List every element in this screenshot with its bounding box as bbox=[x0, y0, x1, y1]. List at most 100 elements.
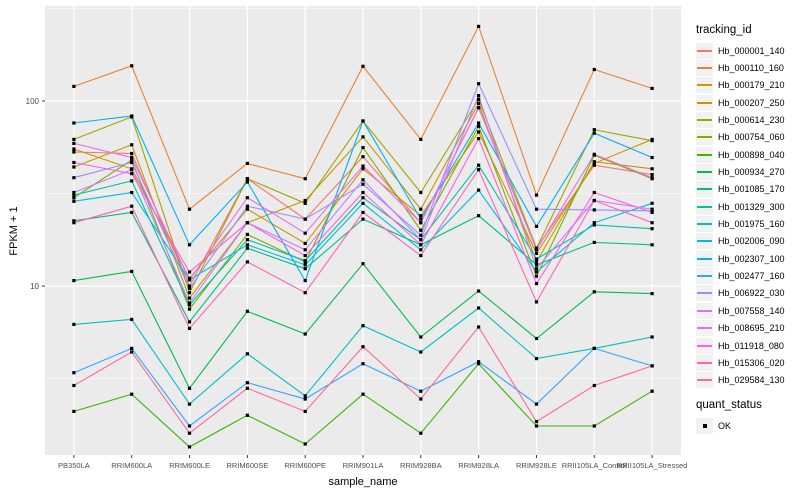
data-point bbox=[303, 248, 307, 252]
legend-item-label: Hb_001329_300 bbox=[718, 201, 785, 212]
legend-item: Hb_001085_170 bbox=[696, 181, 800, 198]
legend-item-label: Hb_000934_270 bbox=[718, 167, 785, 178]
data-point bbox=[534, 263, 539, 267]
data-point bbox=[361, 155, 365, 159]
data-point bbox=[419, 238, 423, 242]
data-point bbox=[303, 279, 307, 283]
x-tick-label: RRIM901LA bbox=[343, 461, 384, 470]
data-point bbox=[477, 130, 481, 134]
data-point bbox=[477, 106, 481, 110]
data-point bbox=[187, 296, 192, 300]
data-point bbox=[72, 190, 76, 195]
data-point bbox=[361, 135, 365, 139]
data-point bbox=[245, 180, 249, 184]
data-point bbox=[650, 155, 654, 160]
data-point bbox=[419, 190, 423, 195]
data-point bbox=[245, 243, 249, 247]
legend-key-swatch bbox=[696, 198, 713, 215]
legend-key-quant bbox=[696, 417, 713, 434]
data-point bbox=[187, 386, 192, 390]
legend-item: Hb_006922_030 bbox=[696, 285, 800, 302]
data-point bbox=[534, 257, 539, 261]
data-point bbox=[130, 151, 134, 156]
legend-title-quant-status: quant_status bbox=[696, 398, 762, 411]
legend-key-line-icon bbox=[697, 257, 712, 260]
data-point bbox=[72, 322, 76, 326]
data-point bbox=[477, 163, 481, 167]
legend-item-label: Hb_011918_080 bbox=[718, 340, 784, 351]
gridlines-vertical bbox=[73, 6, 653, 455]
data-point bbox=[245, 246, 249, 250]
legend-item-label: Hb_000898_040 bbox=[718, 149, 785, 160]
legend-item: Hb_015306_020 bbox=[696, 354, 800, 371]
data-point bbox=[245, 309, 249, 313]
data-point bbox=[361, 196, 365, 200]
legend-item-label: Hb_000001_140 bbox=[718, 45, 785, 56]
legend-key-swatch bbox=[696, 112, 713, 129]
data-point bbox=[245, 177, 249, 181]
x-tick-label: RRIM600LA bbox=[111, 461, 152, 470]
data-point bbox=[419, 243, 423, 247]
data-point bbox=[477, 360, 481, 364]
data-point bbox=[419, 350, 423, 354]
legend-key-swatch bbox=[696, 129, 713, 146]
legend-item: Hb_002006_090 bbox=[696, 233, 800, 250]
legend-key-line-icon bbox=[697, 361, 712, 364]
data-point bbox=[130, 269, 134, 273]
data-point bbox=[72, 409, 76, 413]
legend-key-line-icon bbox=[697, 171, 712, 174]
black-square-point-icon bbox=[702, 423, 707, 428]
legend-key-line-icon bbox=[697, 292, 712, 295]
legend-item-label: Hb_029584_130 bbox=[718, 375, 785, 386]
legend-item: Hb_011918_080 bbox=[696, 337, 800, 354]
legend-item: Hb_029584_130 bbox=[696, 372, 800, 389]
data-point bbox=[303, 291, 307, 295]
data-point bbox=[650, 207, 654, 211]
data-point bbox=[534, 420, 539, 424]
legend-key-swatch bbox=[696, 216, 713, 233]
data-point bbox=[187, 303, 192, 307]
data-point bbox=[187, 326, 192, 330]
legend-item-label: OK bbox=[718, 420, 732, 431]
legend-item: Hb_001329_300 bbox=[696, 198, 800, 215]
data-point bbox=[477, 289, 481, 293]
data-point bbox=[303, 259, 307, 263]
legend-item: Hb_000179_210 bbox=[696, 77, 800, 94]
data-point bbox=[245, 196, 249, 200]
data-point bbox=[592, 208, 596, 212]
legend-key-line-icon bbox=[697, 119, 712, 122]
axis-ticks bbox=[42, 100, 653, 458]
data-point bbox=[477, 124, 481, 128]
data-point bbox=[419, 397, 423, 401]
data-point bbox=[477, 168, 481, 172]
data-point bbox=[592, 221, 596, 225]
data-point bbox=[361, 167, 365, 171]
data-point bbox=[534, 248, 539, 252]
data-point bbox=[650, 227, 654, 231]
data-point bbox=[419, 207, 423, 211]
data-point bbox=[130, 143, 134, 147]
data-point bbox=[187, 307, 192, 311]
data-point bbox=[130, 179, 134, 183]
data-point bbox=[72, 141, 76, 145]
data-point bbox=[477, 137, 481, 141]
data-point bbox=[245, 232, 249, 236]
data-point bbox=[477, 325, 481, 329]
data-point bbox=[72, 221, 76, 225]
y-axis-title: FPKM + 1 bbox=[8, 206, 20, 256]
legend-item-label: Hb_000179_210 bbox=[718, 80, 785, 91]
data-point bbox=[477, 306, 481, 310]
data-point bbox=[245, 352, 249, 356]
data-point bbox=[592, 67, 596, 72]
data-point bbox=[130, 155, 134, 160]
data-point bbox=[650, 176, 654, 180]
data-point bbox=[361, 178, 365, 182]
legend-key-swatch bbox=[696, 250, 713, 267]
data-points bbox=[72, 24, 654, 449]
data-point bbox=[477, 362, 481, 366]
data-point bbox=[130, 204, 134, 208]
legend-key-line-icon bbox=[697, 153, 712, 156]
data-point bbox=[650, 221, 654, 225]
data-point bbox=[534, 282, 539, 286]
data-point bbox=[187, 207, 192, 211]
